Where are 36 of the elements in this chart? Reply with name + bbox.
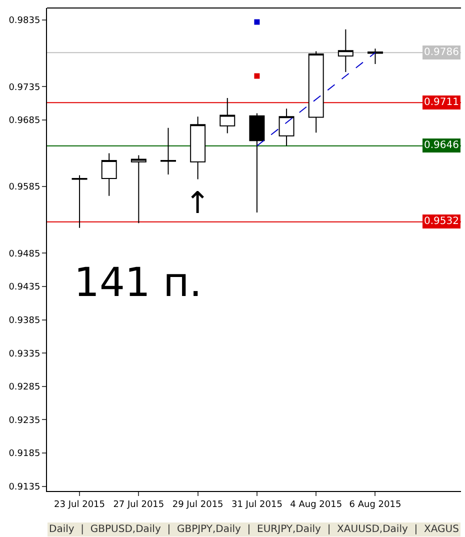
candlestick <box>278 108 294 146</box>
candlestick <box>190 116 206 180</box>
candlestick <box>130 154 146 224</box>
y-tick-label: 0.9685 <box>8 116 40 126</box>
annotation: 141 п. <box>74 260 202 306</box>
y-tick-label: 0.9485 <box>8 249 40 260</box>
ref-line-label: 0.9786 <box>424 47 459 58</box>
y-tick-label: 0.9435 <box>8 282 40 293</box>
y-tick-label: 0.9135 <box>8 482 40 492</box>
x-tick-label: 29 Jul 2015 <box>172 500 224 510</box>
candlestick <box>101 152 117 196</box>
candlestick <box>220 97 236 134</box>
x-tick-label: 27 Jul 2015 <box>113 500 164 510</box>
candlestick <box>338 28 354 72</box>
candlestick <box>249 112 265 214</box>
x-tick-label: 4 Aug 2015 <box>290 500 342 510</box>
candlestick <box>72 174 88 228</box>
y-tick-label: 0.9235 <box>8 416 40 426</box>
candlestick <box>308 50 324 134</box>
x-tick-label: 31 Jul 2015 <box>231 500 282 510</box>
ref-line-label: 0.9711 <box>424 97 459 108</box>
x-tick-label: 6 Aug 2015 <box>349 500 402 510</box>
candlestick <box>368 48 383 64</box>
y-tick-label: 0.9385 <box>8 316 40 326</box>
ref-line-label: 0.9532 <box>424 216 459 227</box>
text: Daily | GBPUSD,Daily | GBPJPY,Daily | EURJPY,Daily | XAUUSD,Daily | XAGUS <box>49 524 459 535</box>
candlestick <box>160 127 176 176</box>
x-tick-label: 23 Jul 2015 <box>54 500 105 510</box>
y-tick-label: 0.9835 <box>8 16 40 26</box>
y-tick-label: 0.9585 <box>8 182 40 193</box>
y-tick-label: 0.9735 <box>8 82 40 93</box>
ref-line-label: 0.9646 <box>424 140 459 151</box>
annotation: ↑ <box>185 186 210 221</box>
y-tick-label: 0.9335 <box>8 349 40 360</box>
y-tick-label: 0.9285 <box>8 382 40 393</box>
y-tick-label: 0.9185 <box>8 449 40 460</box>
